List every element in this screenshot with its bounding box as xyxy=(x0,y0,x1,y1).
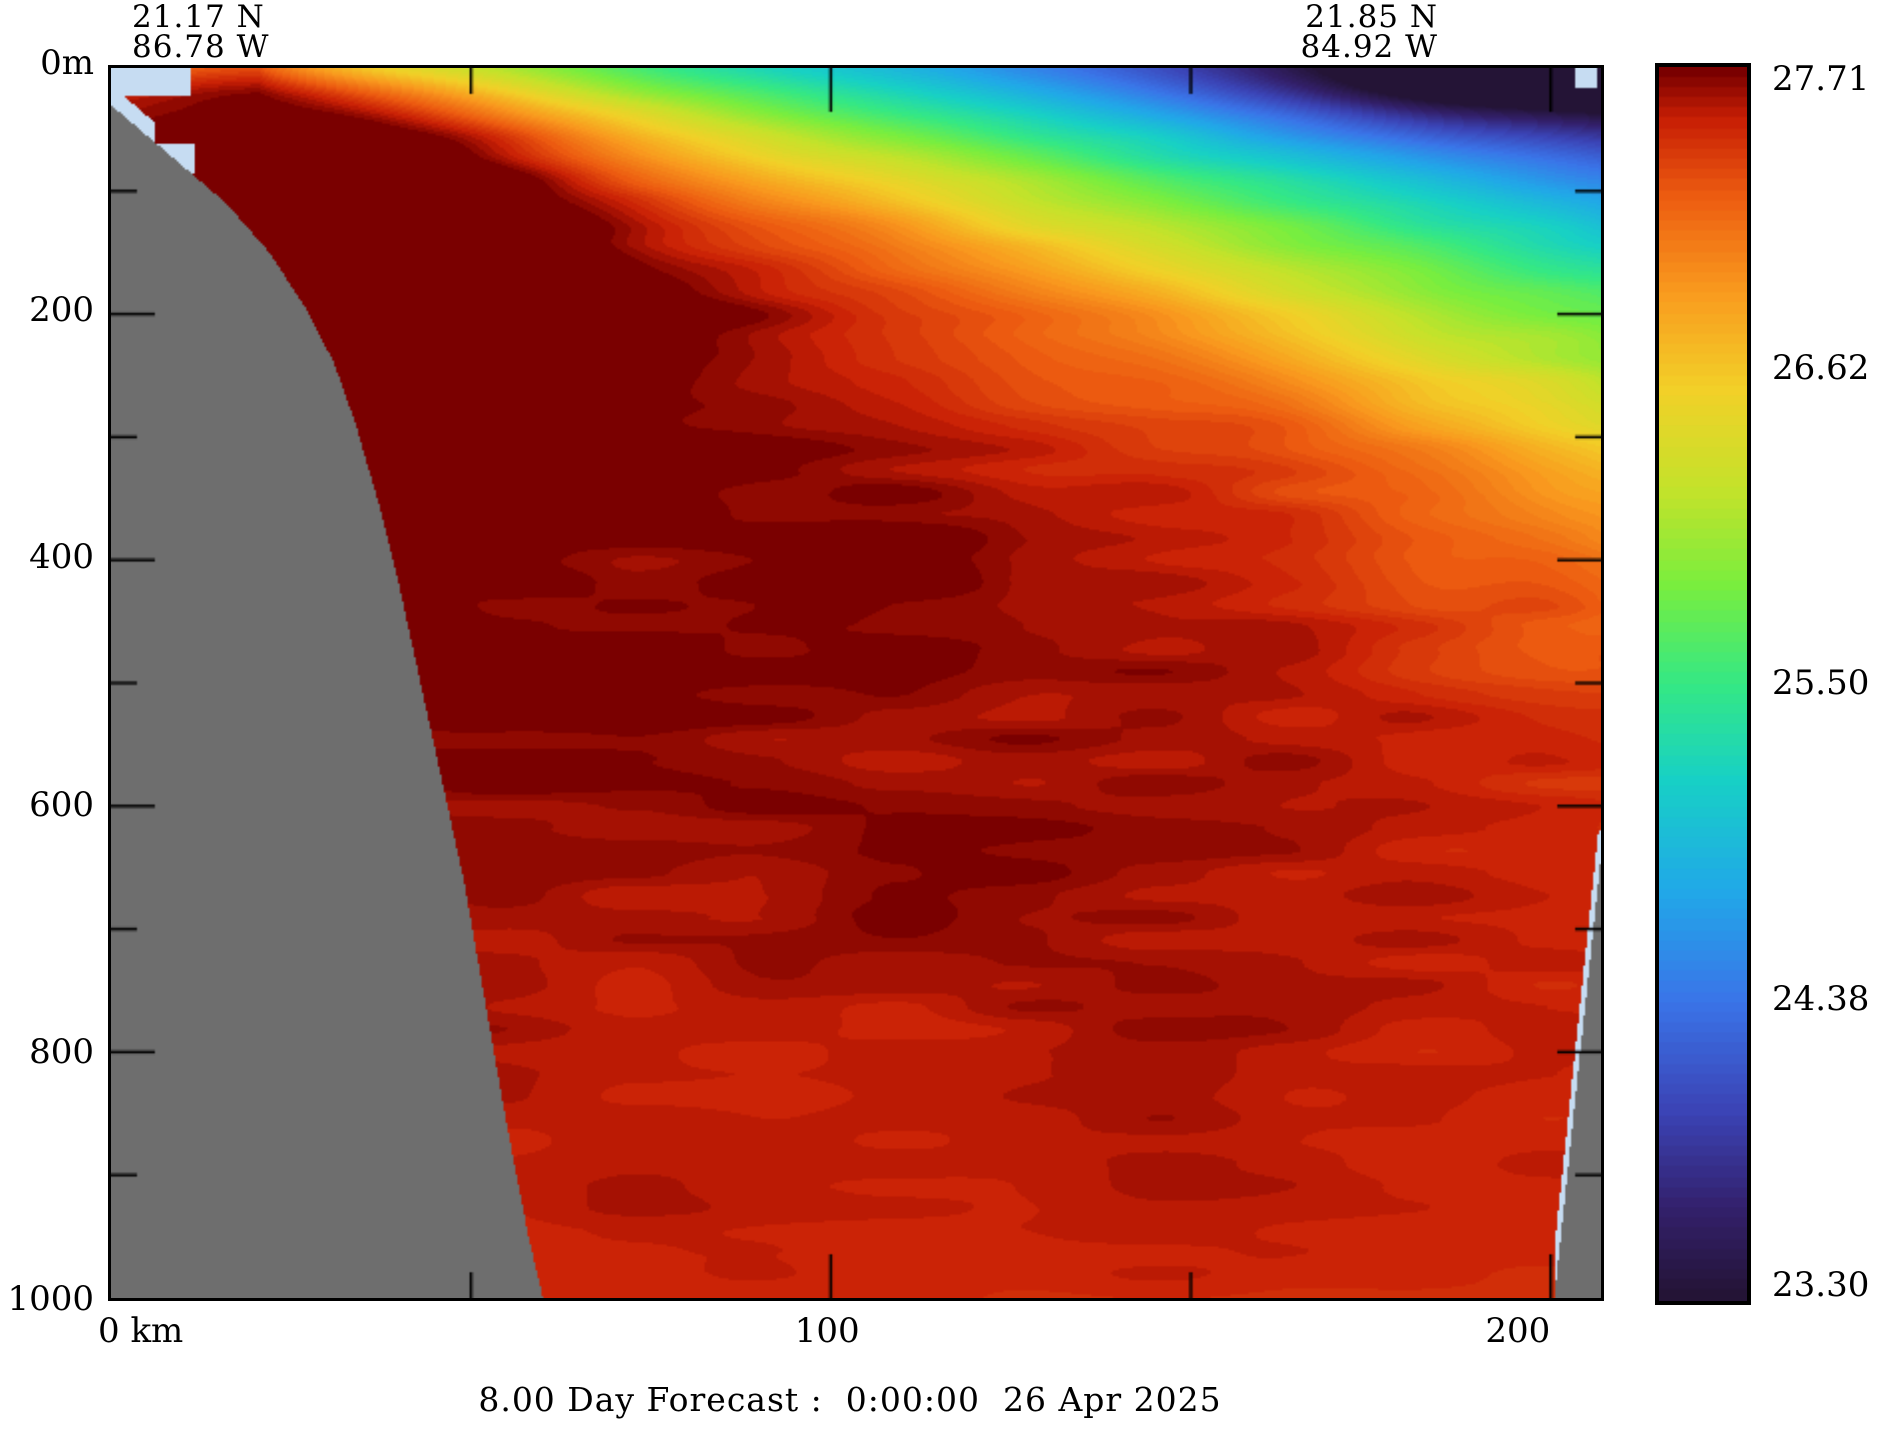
y-tick-label: 0m xyxy=(40,43,94,83)
temperature-section-canvas xyxy=(111,68,1601,1298)
x-tick-label: 200 xyxy=(1485,1311,1551,1351)
y-tick-label: 800 xyxy=(29,1031,94,1072)
coord-left-lat: 21.17 N xyxy=(132,0,265,35)
colorbar xyxy=(1655,63,1751,1305)
colorbar-tick-label: 25.50 xyxy=(1772,663,1870,704)
coord-label-right: 21.85 N 84.92 W xyxy=(1300,0,1438,65)
y-tick-label: 200 xyxy=(29,290,94,331)
forecast-caption: 8.00 Day Forecast : 0:00:00 26 Apr 2025 xyxy=(478,1380,1222,1419)
coord-right-lon: 84.92 W xyxy=(1300,29,1438,65)
colorbar-tick-label: 24.38 xyxy=(1772,978,1870,1019)
y-tick-label: 600 xyxy=(29,784,94,825)
colorbar-tick-label: 27.71 xyxy=(1772,59,1870,99)
colorbar-gradient xyxy=(1659,67,1747,1301)
coord-label-left: 21.17 N 86.78 W xyxy=(132,0,270,65)
y-tick-label: 1000 xyxy=(7,1279,94,1319)
coord-right-lat: 21.85 N xyxy=(1305,0,1438,35)
section-plot xyxy=(108,65,1604,1301)
coord-left-lon: 86.78 W xyxy=(132,29,270,65)
colorbar-tick-label: 23.30 xyxy=(1772,1265,1870,1305)
colorbar-tick-label: 26.62 xyxy=(1772,347,1870,388)
x-tick-label: 100 xyxy=(794,1311,860,1351)
y-tick-label: 400 xyxy=(29,537,94,578)
x-tick-label: 0 km xyxy=(98,1311,184,1351)
